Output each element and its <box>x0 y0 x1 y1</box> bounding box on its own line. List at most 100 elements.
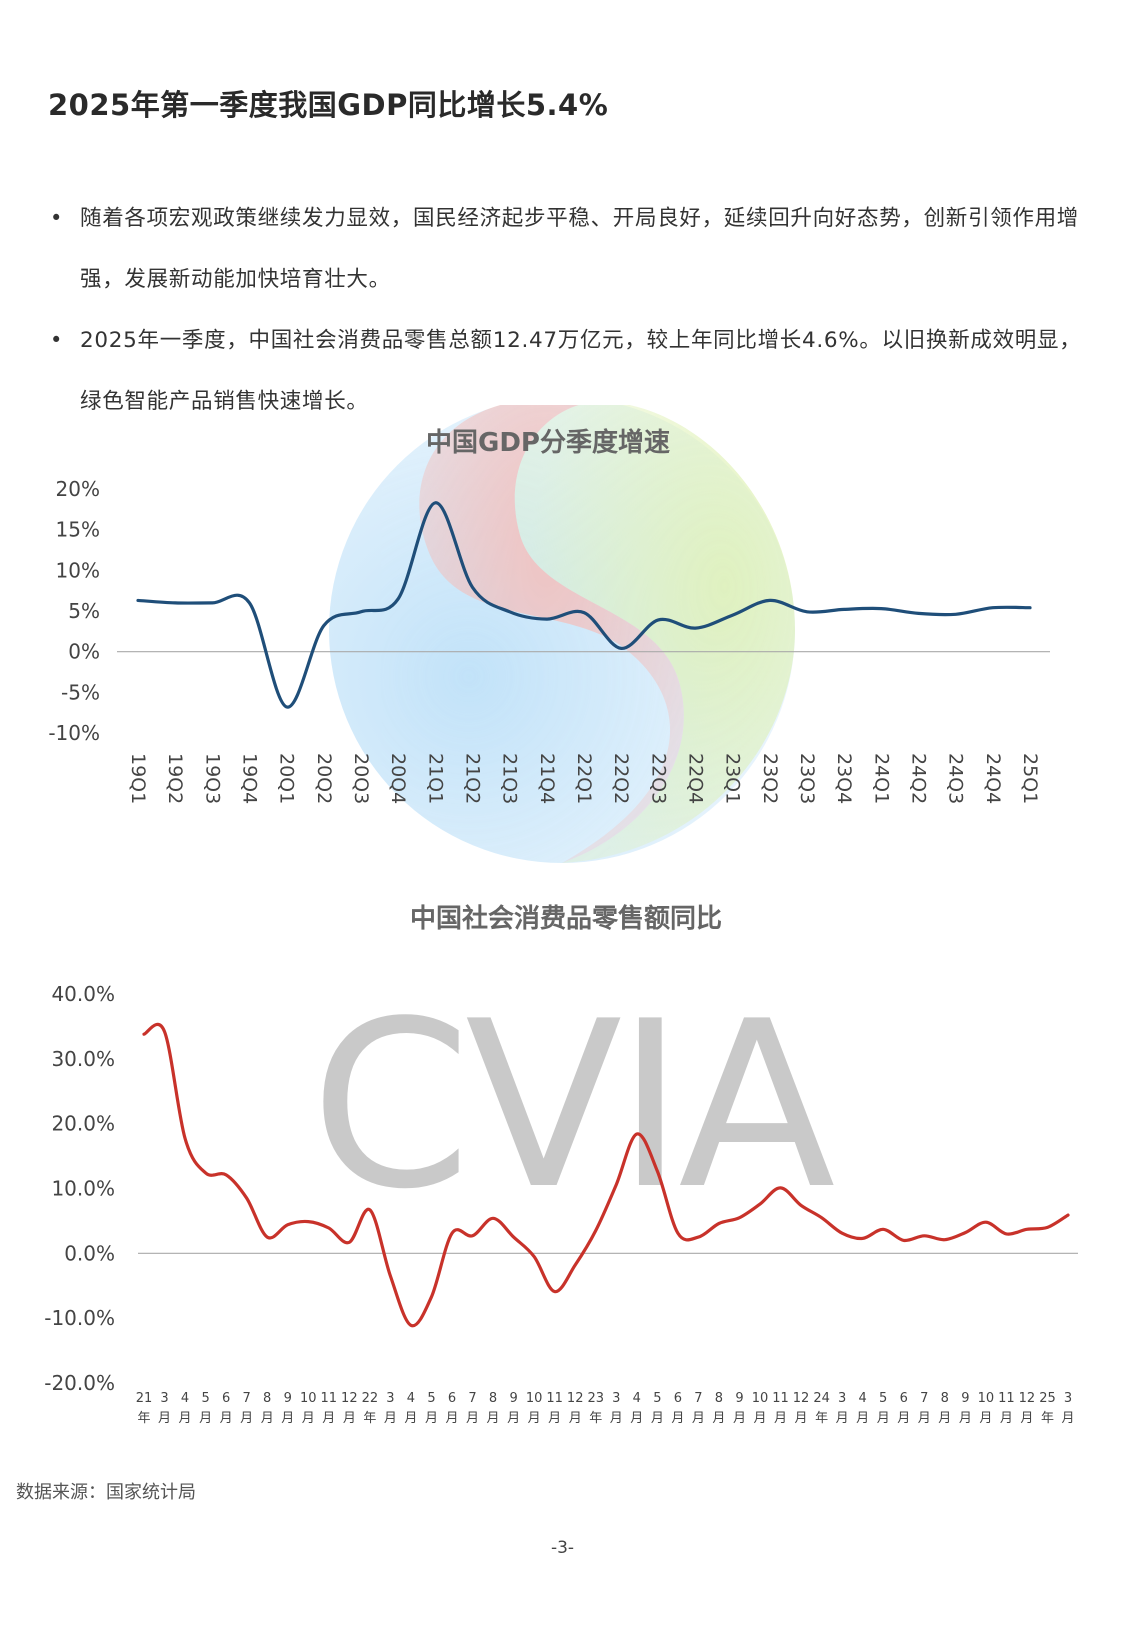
x-tick-label: 24 <box>813 1391 830 1406</box>
x-tick-label: 5 <box>201 1391 209 1406</box>
x-tick-label: 8 <box>715 1391 723 1406</box>
x-tick-label: 月 <box>322 1411 335 1426</box>
y-axis: 40.0% 30.0% 20.0% 10.0% 0.0% -10.0% -20.0% <box>44 982 115 1395</box>
x-tick-label: 月 <box>240 1411 253 1426</box>
x-tick-label: 年 <box>589 1411 602 1426</box>
x-tick-label: 年 <box>137 1411 150 1426</box>
bullet-item: • 2025年一季度，中国社会消费品零售总额12.47万亿元，较上年同比增长4.… <box>44 310 1094 432</box>
x-tick-label: 6 <box>448 1391 456 1406</box>
x-tick-label: 21Q3 <box>499 753 521 804</box>
x-tick-label: 21 <box>136 1391 153 1406</box>
x-tick-label: 22Q3 <box>647 753 669 804</box>
data-source-note: 数据来源：国家统计局 <box>16 1482 196 1503</box>
y-axis: 20% 15% 10% 5% 0% -5% -10% <box>48 477 100 745</box>
x-tick-label: 月 <box>281 1411 294 1426</box>
x-tick-label: 20Q3 <box>350 753 372 804</box>
bullet-list: • 随着各项宏观政策继续发力显效，国民经济起步平稳、开局良好，延续回升向好态势，… <box>44 188 1094 432</box>
x-tick-label: 月 <box>959 1411 972 1426</box>
x-tick-label: 21Q4 <box>536 753 558 804</box>
x-tick-label: 9 <box>961 1391 969 1406</box>
x-tick-label: 月 <box>302 1411 315 1426</box>
logo-watermark <box>329 405 795 863</box>
x-tick-label: 月 <box>507 1411 520 1426</box>
x-tick-label: 4 <box>859 1391 867 1406</box>
x-tick-label: 7 <box>694 1391 702 1406</box>
x-tick-label: 9 <box>509 1391 517 1406</box>
x-tick-label: 19Q3 <box>201 753 223 804</box>
x-tick-label: 月 <box>630 1411 643 1426</box>
bullet-text: 2025年一季度，中国社会消费品零售总额12.47万亿元，较上年同比增长4.6%… <box>80 328 1082 414</box>
x-tick-label: 10 <box>526 1391 543 1406</box>
x-tick-label: 月 <box>795 1411 808 1426</box>
x-tick-label: 月 <box>692 1411 705 1426</box>
x-tick-label: 22 <box>362 1391 379 1406</box>
chart-title: 中国GDP分季度增速 <box>426 427 670 458</box>
x-tick-label: 9 <box>284 1391 292 1406</box>
y-tick-label: 30.0% <box>51 1047 115 1071</box>
x-tick-label: 23Q2 <box>759 753 781 804</box>
x-tick-label: 19Q1 <box>127 753 149 804</box>
bullet-marker: • <box>50 328 64 352</box>
x-tick-label: 年 <box>815 1411 828 1426</box>
x-tick-label: 20Q4 <box>387 753 409 804</box>
x-axis: 19Q1 19Q2 19Q3 19Q4 20Q1 20Q2 20Q3 20Q4 21Q1 21Q2… <box>127 753 1041 804</box>
y-tick-label: 0% <box>68 640 100 664</box>
x-tick-label: 22Q1 <box>573 753 595 804</box>
x-tick-label: 6 <box>674 1391 682 1406</box>
x-tick-label: 20Q1 <box>276 753 298 804</box>
bullet-marker: • <box>50 206 64 230</box>
x-tick-label: 月 <box>938 1411 951 1426</box>
x-tick-label: 5 <box>427 1391 435 1406</box>
x-tick-label: 月 <box>856 1411 869 1426</box>
retail-sales-chart: 中国社会消费品零售额同比 CVIA 40.0% 30.0% 20.0% 10.0% 0.… <box>44 903 1078 1426</box>
x-tick-label: 9 <box>735 1391 743 1406</box>
x-tick-label: 23Q1 <box>722 753 744 804</box>
x-tick-label: 月 <box>651 1411 664 1426</box>
x-tick-label: 22Q2 <box>610 753 632 804</box>
x-tick-label: 10 <box>978 1391 995 1406</box>
y-tick-label: 40.0% <box>51 982 115 1006</box>
x-tick-label: 月 <box>384 1411 397 1426</box>
page-number: -3- <box>550 1538 575 1558</box>
y-tick-label: 0.0% <box>64 1241 115 1265</box>
x-tick-label: 月 <box>877 1411 890 1426</box>
title-divider <box>30 146 1060 150</box>
y-tick-label: 15% <box>56 518 100 542</box>
x-tick-label: 7 <box>243 1391 251 1406</box>
x-tick-label: 22Q4 <box>685 753 707 804</box>
x-tick-label: 月 <box>712 1411 725 1426</box>
x-tick-label: 12 <box>567 1391 584 1406</box>
x-tick-label: 21Q1 <box>424 753 446 804</box>
x-tick-label: 7 <box>920 1391 928 1406</box>
x-tick-label: 月 <box>404 1411 417 1426</box>
x-tick-label: 月 <box>836 1411 849 1426</box>
y-tick-label: -20.0% <box>44 1371 115 1395</box>
x-tick-label: 3 <box>612 1391 620 1406</box>
x-tick-label: 月 <box>979 1411 992 1426</box>
x-tick-label: 月 <box>528 1411 541 1426</box>
retail-series-line <box>142 1023 1070 1328</box>
x-tick-label: 月 <box>610 1411 623 1426</box>
x-tick-label: 23Q3 <box>796 753 818 804</box>
x-tick-label: 月 <box>671 1411 684 1426</box>
x-tick-label: 6 <box>222 1391 230 1406</box>
x-tick-label: 4 <box>181 1391 189 1406</box>
page-title: 2025年第一季度我国GDP同比增长5.4% <box>48 88 609 122</box>
y-tick-label: 20% <box>56 477 100 501</box>
x-tick-label: 月 <box>445 1411 458 1426</box>
x-tick-label: 月 <box>918 1411 931 1426</box>
x-tick-label: 月 <box>158 1411 171 1426</box>
x-tick-label: 5 <box>879 1391 887 1406</box>
x-tick-label: 月 <box>466 1411 479 1426</box>
x-tick-label: 8 <box>263 1391 271 1406</box>
x-tick-label: 月 <box>897 1411 910 1426</box>
x-tick-label: 月 <box>179 1411 192 1426</box>
x-tick-label: 10 <box>752 1391 769 1406</box>
gdp-series-line <box>136 501 1032 709</box>
x-tick-label: 10 <box>300 1391 317 1406</box>
x-tick-label: 24Q3 <box>945 753 967 804</box>
x-tick-label: 23Q4 <box>833 753 855 804</box>
gdp-growth-chart: 中国GDP分季度增速 20% 15% 10% 5% 0% -5% -10% 19Q1 19Q2… <box>48 405 1050 863</box>
x-tick-label: 7 <box>468 1391 476 1406</box>
x-tick-label: 8 <box>941 1391 949 1406</box>
